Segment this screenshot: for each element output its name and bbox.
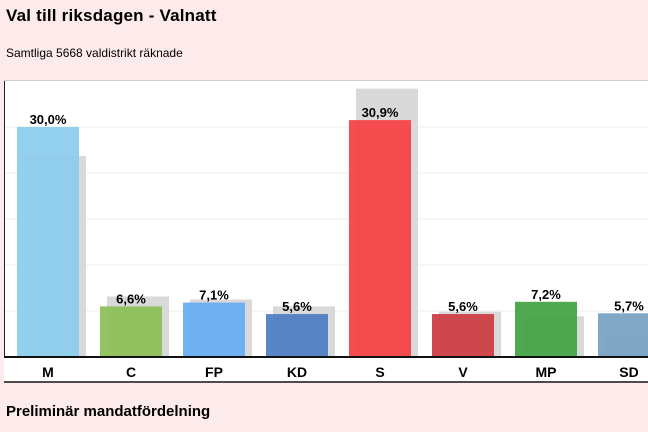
bar-v[interactable]: [432, 314, 494, 357]
bar-s[interactable]: [349, 120, 411, 357]
value-label-m: 30,0%: [30, 112, 67, 127]
category-label-v: V: [458, 364, 468, 380]
category-label-sd: SD: [619, 364, 638, 380]
election-results-chart: 30,0% M 6,6% C 7,1% FP 5,6% KD 30,9% S 5,6% V 7,2% MP…: [4, 80, 648, 383]
page-subtitle: Samtliga 5668 valdistrikt räknade: [6, 46, 183, 60]
bar-mp[interactable]: [515, 301, 577, 357]
page-title: Val till riksdagen - Valnatt: [6, 6, 217, 25]
category-label-fp: FP: [205, 364, 223, 380]
bar-c[interactable]: [100, 306, 162, 357]
bar-m[interactable]: [17, 127, 79, 357]
category-label-c: C: [126, 364, 136, 380]
value-label-fp: 7,1%: [199, 288, 229, 303]
category-label-s: S: [375, 364, 384, 380]
bar-fp[interactable]: [183, 302, 245, 357]
value-label-c: 6,6%: [116, 291, 146, 306]
seat-distribution-heading: Preliminär mandatfördelning: [6, 403, 211, 420]
category-label-mp: MP: [536, 364, 557, 380]
bar-chart-svg: 30,0% M 6,6% C 7,1% FP 5,6% KD 30,9% S 5,6% V 7,2% MP…: [4, 81, 648, 383]
value-label-v: 5,6%: [448, 299, 478, 314]
value-label-kd: 5,6%: [282, 299, 312, 314]
category-label-m: M: [42, 364, 54, 380]
category-label-kd: KD: [287, 364, 307, 380]
value-label-sd: 5,7%: [614, 298, 644, 313]
bar-sd[interactable]: [598, 313, 648, 357]
value-label-s: 30,9%: [362, 105, 399, 120]
bar-kd[interactable]: [266, 314, 328, 357]
value-label-mp: 7,2%: [531, 287, 561, 302]
